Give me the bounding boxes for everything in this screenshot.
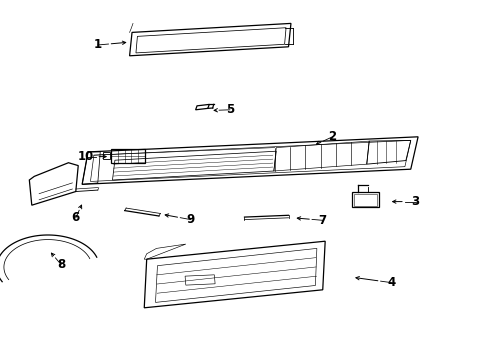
Bar bbox=[184, 275, 215, 285]
Bar bbox=[102, 153, 110, 159]
Text: 4: 4 bbox=[386, 276, 394, 289]
Text: 5: 5 bbox=[225, 103, 233, 116]
Bar bbox=[353, 194, 376, 206]
Text: 6: 6 bbox=[72, 211, 80, 224]
Text: 8: 8 bbox=[57, 258, 65, 271]
Text: 10: 10 bbox=[77, 150, 94, 163]
Text: 9: 9 bbox=[186, 213, 194, 226]
Text: 2: 2 bbox=[328, 130, 336, 143]
Text: 1: 1 bbox=[94, 39, 102, 51]
Bar bbox=[351, 192, 378, 207]
Text: 7: 7 bbox=[318, 214, 326, 227]
Text: 3: 3 bbox=[411, 195, 419, 208]
